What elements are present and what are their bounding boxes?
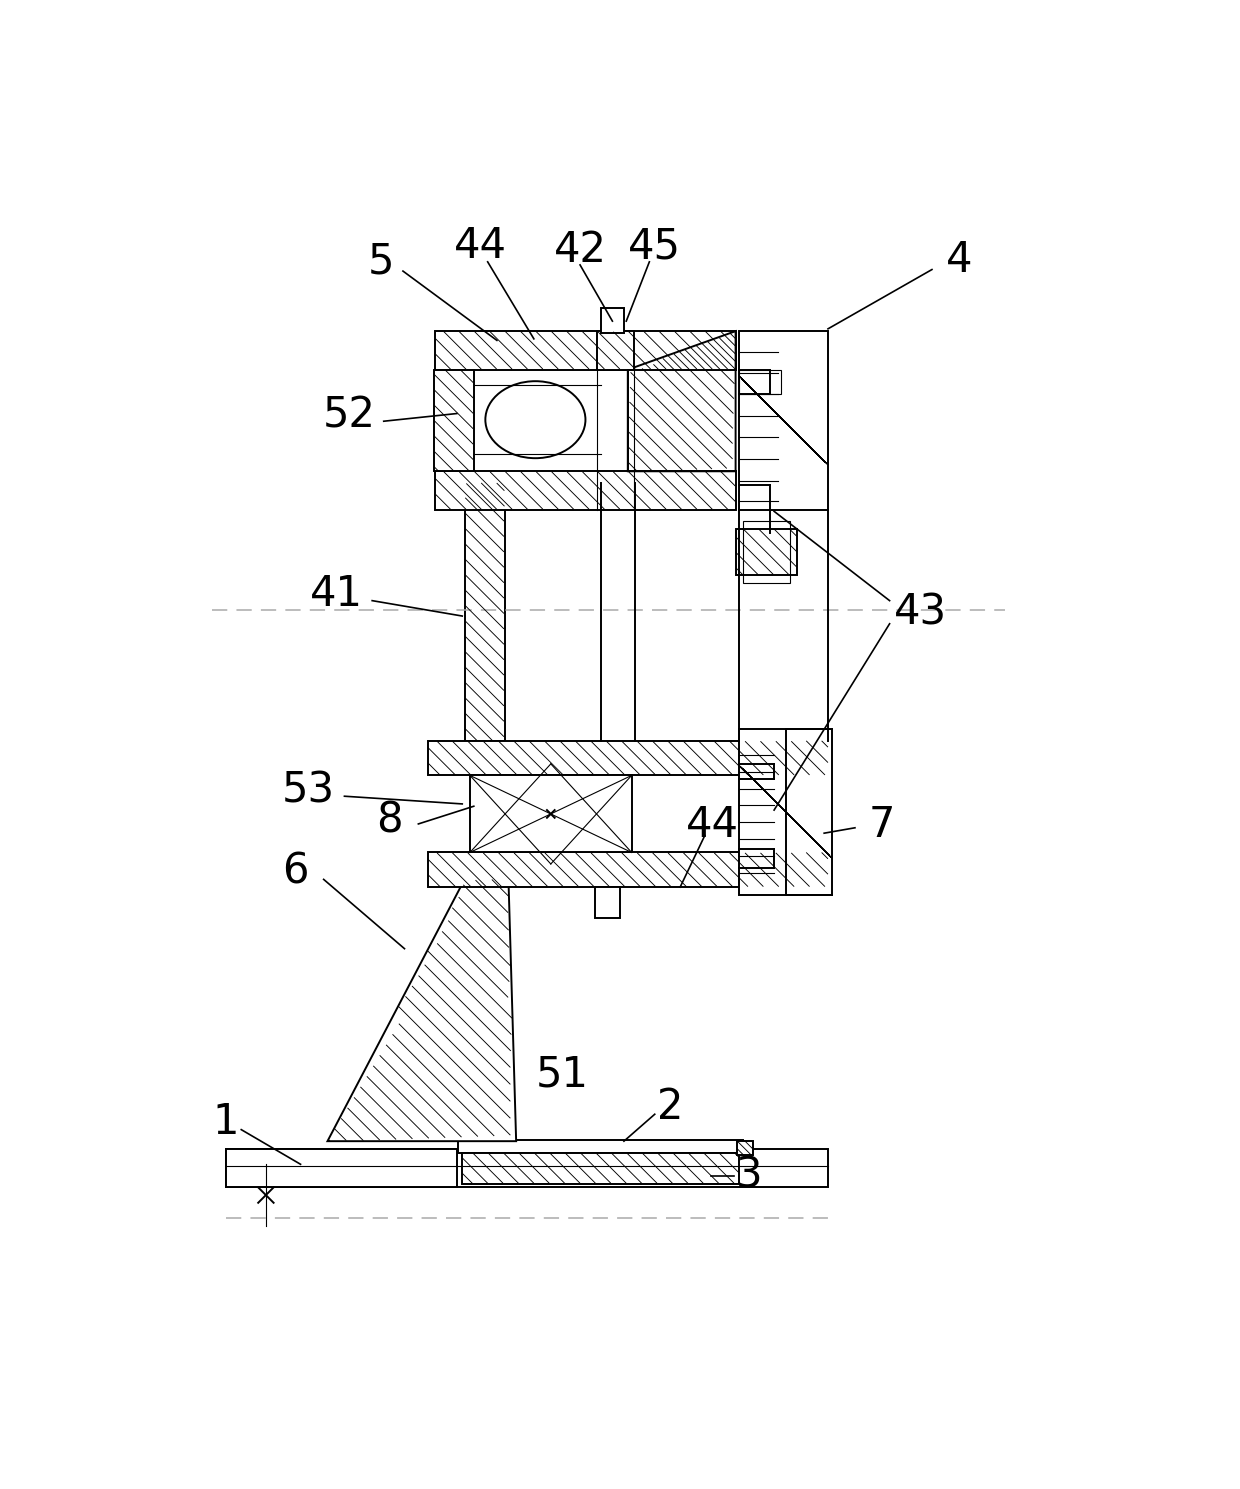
Text: 52: 52: [322, 395, 376, 436]
Text: 45: 45: [629, 225, 681, 268]
Text: 44: 44: [454, 225, 506, 268]
Text: 44: 44: [686, 804, 739, 846]
Bar: [463, 1152, 739, 1184]
Bar: [739, 369, 781, 395]
Text: 4: 4: [946, 238, 972, 280]
Bar: [435, 472, 735, 509]
Bar: [226, 1150, 828, 1187]
Text: 41: 41: [310, 573, 363, 615]
Bar: [595, 887, 620, 917]
Polygon shape: [627, 331, 735, 472]
Bar: [743, 521, 790, 582]
Text: 42: 42: [553, 228, 606, 271]
Bar: [737, 1141, 753, 1155]
Bar: [596, 331, 634, 369]
Text: 2: 2: [657, 1085, 683, 1127]
Text: 1: 1: [212, 1100, 239, 1144]
Polygon shape: [327, 880, 516, 1141]
Bar: [226, 1150, 456, 1187]
Bar: [601, 308, 624, 332]
Text: 8: 8: [376, 800, 403, 841]
Bar: [428, 742, 828, 776]
Text: 43: 43: [894, 591, 947, 633]
Bar: [428, 852, 828, 887]
Bar: [739, 730, 832, 895]
Bar: [435, 331, 735, 369]
Text: 3: 3: [737, 1155, 763, 1197]
Bar: [434, 369, 474, 472]
Bar: [459, 1139, 743, 1152]
Text: 53: 53: [281, 770, 335, 812]
Text: 6: 6: [281, 850, 309, 893]
Text: 7: 7: [869, 804, 895, 846]
Bar: [465, 482, 505, 742]
Text: 51: 51: [536, 1053, 589, 1096]
Text: 5: 5: [368, 240, 394, 281]
Bar: [739, 331, 828, 509]
Bar: [470, 776, 631, 852]
Bar: [735, 529, 797, 575]
